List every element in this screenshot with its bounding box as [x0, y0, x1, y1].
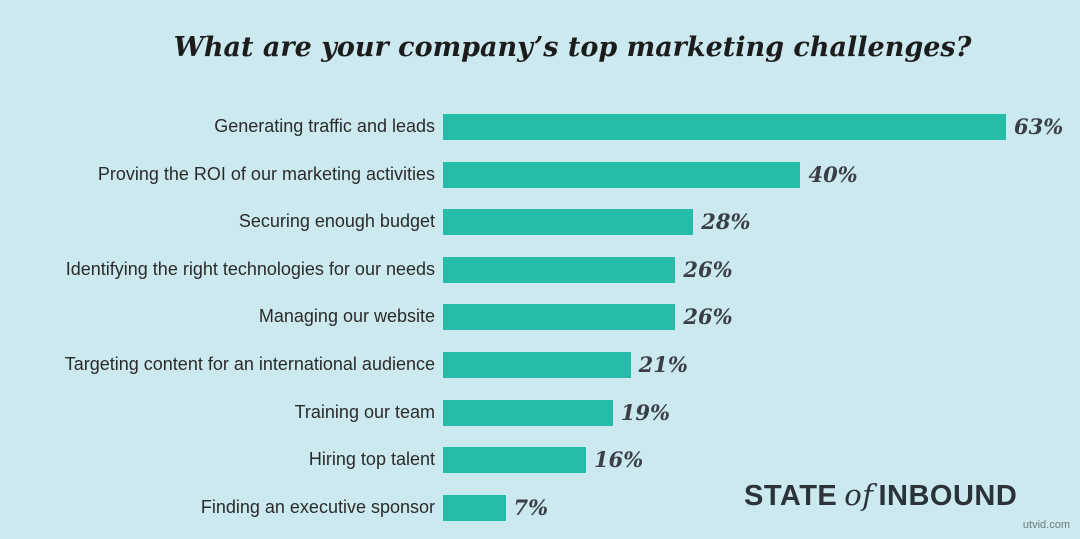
category-label: Finding an executive sponsor: [200, 496, 435, 517]
value-label: 63%: [1014, 114, 1064, 139]
category-label: Hiring top talent: [308, 449, 435, 470]
watermark-text: utvid.com: [1022, 519, 1070, 531]
bar: [443, 399, 613, 426]
bar: [443, 209, 694, 236]
value-label: 28%: [701, 209, 751, 235]
value-label: 26%: [683, 304, 733, 330]
logo-word-of: of: [844, 478, 874, 512]
value-label: 19%: [620, 399, 670, 425]
bar: [443, 114, 1006, 140]
category-label: Generating traffic and leads: [214, 116, 435, 136]
bar: [443, 447, 586, 474]
value-label: 7%: [513, 494, 549, 520]
category-label: Proving the ROI of our marketing activit…: [97, 163, 435, 184]
category-label: Managing our website: [258, 306, 435, 327]
chart-title: What are your company’s top marketing ch…: [173, 32, 972, 63]
bar: [443, 304, 676, 331]
category-label: Securing enough budget: [238, 211, 435, 232]
state-of-inbound-logo: STATE of INBOUND: [744, 478, 1017, 513]
category-label: Targeting content for an international a…: [64, 354, 435, 374]
bar: [443, 494, 506, 521]
category-label: Identifying the right technologies for o…: [65, 258, 435, 279]
bar: [443, 161, 801, 188]
value-label: 26%: [683, 256, 733, 282]
logo-word-state: STATE: [744, 480, 838, 512]
value-label: 16%: [593, 447, 644, 473]
value-label: 21%: [638, 352, 688, 377]
category-label: Training our team: [294, 401, 435, 422]
bar: [443, 352, 631, 378]
logo-word-inbound: INBOUND: [878, 480, 1018, 512]
value-label: 40%: [808, 161, 858, 187]
bar: [443, 256, 676, 283]
